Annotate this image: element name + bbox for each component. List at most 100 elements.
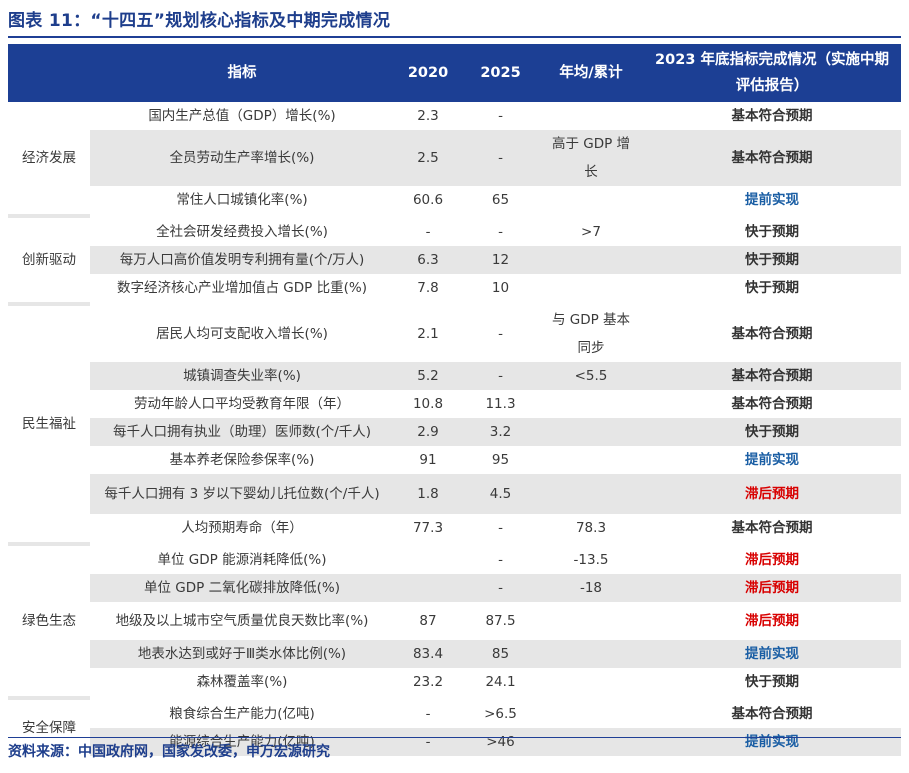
category-cell: 安全保障 (8, 696, 90, 756)
value-2020-cell: 83.4 (394, 640, 462, 668)
table-row: 地表水达到或好于Ⅲ类水体比例(%) 83.4 85 提前实现 (8, 640, 901, 668)
header-indicator: 指标 (90, 44, 394, 102)
source-note: 资料来源：中国政府网，国家发改委，申万宏源研究 (8, 744, 330, 760)
status-cell: 基本符合预期 (643, 130, 901, 186)
table-row: 每千人口拥有 3 岁以下婴幼儿托位数(个/千人) 1.8 4.5 滞后预期 (8, 474, 901, 514)
value-2025-cell: 4.5 (462, 474, 539, 514)
value-2025-cell: - (462, 362, 539, 390)
avg-cell: -13.5 (539, 542, 643, 574)
status-cell: 基本符合预期 (731, 396, 813, 412)
value-2020-cell: - (394, 728, 462, 756)
value-2020-cell: 91 (419, 452, 437, 468)
status-cell: 快于预期 (745, 674, 799, 690)
avg-cell (539, 668, 643, 698)
status-cell: 滞后预期 (643, 474, 901, 514)
avg-cell: 78.3 (575, 520, 607, 536)
indicator-cell: 每万人口高价值发明专利拥有量(个/万人) (90, 246, 394, 274)
value-2020-cell (394, 574, 462, 602)
indicator-cell: 基本养老保险参保率(%) (169, 452, 315, 468)
value-2020-cell: 60.6 (412, 192, 444, 208)
status-cell: 滞后预期 (745, 613, 799, 629)
value-2020-cell: 10.8 (412, 396, 444, 412)
status-cell: 提前实现 (643, 728, 901, 756)
value-2020-cell: 5.2 (394, 362, 462, 390)
table-header-row: 指标 2020 2025 年均/累计 2023 年底指标完成情况（实施中期评估报… (8, 44, 901, 102)
table-row: 安全保障 粮食综合生产能力(亿吨) - >6.5 基本符合预期 (8, 696, 901, 756)
table-row: 森林覆盖率(%) 23.2 24.1 快于预期 (8, 668, 901, 698)
value-2025-cell: - (462, 542, 539, 574)
indicator-cell: 全社会研发经费投入增长(%) (90, 214, 394, 246)
value-2025-cell: 24.1 (485, 674, 516, 690)
status-cell: 基本符合预期 (643, 302, 901, 362)
indicator-cell: 每千人口拥有 3 岁以下婴幼儿托位数(个/千人) (90, 474, 394, 514)
avg-cell: 高于 GDP 增长 (539, 130, 643, 186)
table-row: 基本养老保险参保率(%) 91 95 提前实现 (8, 446, 901, 474)
indicator-cell: 每千人口拥有执业（助理）医师数(个/千人) (90, 418, 394, 446)
indicator-cell: 森林覆盖率(%) (196, 674, 288, 690)
value-2020-cell: 87 (419, 613, 437, 629)
value-2025-cell: >6.5 (462, 696, 539, 728)
value-2025-cell: 10 (491, 280, 510, 296)
category-cell: 绿色生态 (8, 542, 90, 698)
table-row: 人均预期寿命（年） 77.3 - 78.3 基本符合预期 (8, 514, 901, 544)
indicator-cell: 全员劳动生产率增长(%) (90, 130, 394, 186)
status-cell: 快于预期 (643, 246, 901, 274)
indicator-cell: 城镇调查失业率(%) (90, 362, 394, 390)
avg-cell (539, 696, 643, 728)
avg-cell (539, 446, 643, 474)
value-2020-cell: 2.5 (394, 130, 462, 186)
avg-cell: 与 GDP 基本同步 (539, 302, 643, 362)
avg-cell: >7 (539, 214, 643, 246)
status-cell: 提前实现 (745, 452, 799, 468)
status-cell: 快于预期 (643, 418, 901, 446)
value-2025-cell: 12 (462, 246, 539, 274)
table-row: 常住人口城镇化率(%) 60.6 65 提前实现 (8, 186, 901, 216)
avg-cell (539, 274, 643, 304)
indicator-cell: 能源综合生产能力(亿吨) (90, 728, 394, 756)
status-cell: 快于预期 (643, 214, 901, 246)
table-row: 绿色生态 单位 GDP 能源消耗降低(%) - -13.5 滞后预期 (8, 542, 901, 698)
value-2020-cell: 2.9 (394, 418, 462, 446)
value-2025-cell: - (462, 130, 539, 186)
value-2020-cell: 77.3 (412, 520, 444, 536)
value-2025-cell: - (462, 302, 539, 362)
header-category (8, 44, 90, 102)
value-2025-cell: >46 (462, 728, 539, 756)
indicator-cell: 劳动年龄人口平均受教育年限（年） (134, 396, 350, 412)
source-divider (8, 737, 901, 738)
status-cell: 基本符合预期 (731, 108, 813, 124)
indicator-cell: 常住人口城镇化率(%) (176, 192, 308, 208)
value-2025-cell: 85 (462, 640, 539, 668)
avg-cell (539, 474, 643, 514)
table-row: 数字经济核心产业增加值占 GDP 比重(%) 7.8 10 快于预期 (8, 274, 901, 304)
table-row: 经济发展 国内生产总值（GDP）增长(%) 2.3 - 基本符合预期 (8, 102, 901, 216)
table-body: 经济发展 国内生产总值（GDP）增长(%) 2.3- 基本符合预期 全员劳动生产率增长(… (8, 102, 901, 756)
status-cell: 基本符合预期 (643, 362, 901, 390)
header-status: 2023 年底指标完成情况（实施中期评估报告） (643, 44, 901, 102)
avg-cell (539, 186, 643, 216)
value-2025-cell: - (462, 574, 539, 602)
status-cell: 滞后预期 (643, 574, 901, 602)
indicator-cell: 单位 GDP 能源消耗降低(%) (90, 542, 394, 574)
header-2025: 2025 (462, 44, 539, 102)
value-2020-cell (394, 542, 462, 574)
value-2020-cell: 23.2 (412, 674, 444, 690)
value-2020-cell: - (394, 696, 462, 728)
status-cell: 提前实现 (643, 640, 901, 668)
indicator-cell: 人均预期寿命（年） (181, 520, 303, 536)
table-row: 能源综合生产能力(亿吨) - >46 提前实现 (8, 728, 901, 756)
table-row: 单位 GDP 二氧化碳排放降低(%) - -18 滞后预期 (8, 574, 901, 602)
avg-cell (539, 246, 643, 274)
status-cell: 快于预期 (745, 280, 799, 296)
avg-cell (539, 418, 643, 446)
value-2020-cell: - (394, 214, 462, 246)
value-2025-cell: 3.2 (462, 418, 539, 446)
value-2025-cell: - (462, 214, 539, 246)
avg-cell (539, 390, 643, 418)
indicator-cell: 居民人均可支配收入增长(%) (90, 302, 394, 362)
status-cell: 基本符合预期 (643, 696, 901, 728)
status-cell: 提前实现 (745, 192, 799, 208)
indicators-table: 指标 2020 2025 年均/累计 2023 年底指标完成情况（实施中期评估报… (8, 44, 901, 756)
table-row: 劳动年龄人口平均受教育年限（年） 10.8 11.3 基本符合预期 (8, 390, 901, 418)
figure-title: 图表 11：“十四五”规划核心指标及中期完成情况 (8, 11, 391, 31)
